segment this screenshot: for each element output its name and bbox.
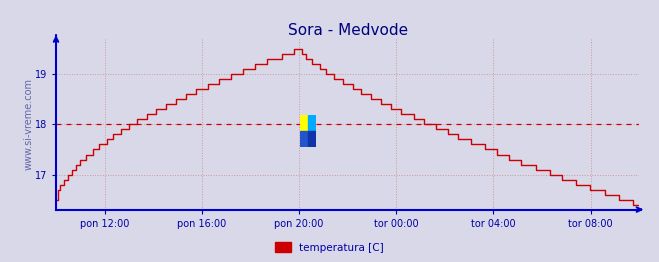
Title: Sora - Medvode: Sora - Medvode (287, 23, 408, 38)
Bar (300, 115, 308, 131)
Legend: temperatura [C]: temperatura [C] (271, 238, 388, 257)
Bar (308, 115, 316, 131)
Bar (308, 131, 316, 147)
Y-axis label: www.si-vreme.com: www.si-vreme.com (23, 78, 33, 171)
Bar (300, 131, 308, 147)
